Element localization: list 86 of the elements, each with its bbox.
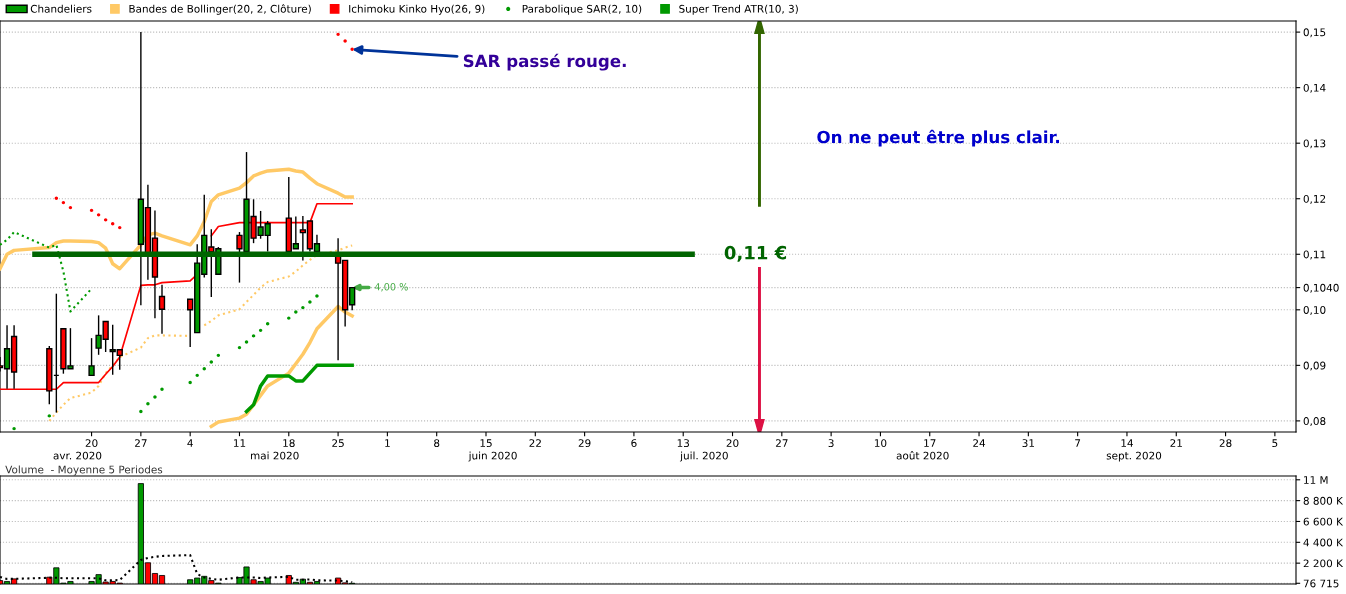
x-tick-label: 31	[1022, 439, 1035, 448]
point	[336, 32, 340, 37]
legend-label: Ichimoku Kinko Hyo(26, 9)	[349, 4, 485, 15]
point	[146, 401, 150, 406]
x-tick-label: 18	[283, 439, 295, 448]
point	[61, 200, 66, 205]
y-tick-label: 11 M	[1304, 476, 1328, 484]
y-tick-label: 4 400 K	[1303, 538, 1344, 547]
annotation: 4,00 %	[374, 283, 408, 292]
x-tick-label: 8	[434, 439, 440, 448]
point	[301, 305, 305, 310]
x-tick-label: 27	[135, 439, 147, 447]
y-tick-label: 0,10	[1303, 306, 1326, 315]
point	[265, 321, 270, 326]
x-tick-label: 25	[332, 439, 344, 448]
x-tick-label: 17	[924, 439, 936, 447]
point	[153, 395, 157, 399]
point	[68, 205, 73, 210]
x-tick-label: 15	[480, 439, 492, 448]
point	[89, 208, 94, 213]
x2-tick-label: juin 2020	[468, 451, 517, 462]
point	[188, 380, 192, 385]
x-tick-label: 1	[385, 439, 390, 447]
x-tick-label: 3	[828, 439, 834, 448]
y-tick-label: 8 800 K	[1303, 496, 1344, 505]
x-tick-label: 20	[726, 439, 739, 448]
y-tick-label: 0,08	[1303, 417, 1326, 427]
point	[139, 409, 143, 414]
x2-tick-label: mai 2020	[251, 451, 299, 460]
point	[287, 316, 291, 320]
point	[12, 426, 16, 431]
point	[258, 328, 263, 333]
point	[118, 225, 122, 230]
point	[308, 300, 312, 304]
y-tick-label: 2 200 K	[1303, 559, 1344, 568]
y-tick-label: 0,13	[1303, 139, 1326, 149]
x-tick-label: 13	[677, 439, 690, 448]
y-tick-label: 0,09	[1303, 361, 1326, 371]
x-tick-label: 28	[1219, 439, 1232, 448]
legend-label: Parabolique SAR(2, 10)	[522, 4, 642, 15]
x2-tick-label: juil. 2020	[679, 451, 728, 462]
x-tick-label: 22	[529, 439, 541, 447]
y-tick-label: 0,14	[1303, 83, 1326, 93]
point	[54, 196, 59, 200]
y-tick-label: 0,12	[1303, 194, 1326, 204]
x-tick-label: 29	[578, 439, 591, 448]
point	[315, 294, 319, 298]
point	[96, 213, 101, 217]
x-tick-label: 4	[187, 439, 193, 447]
line-series	[0, 231, 93, 313]
y-tick-label: 0,11	[1303, 250, 1326, 260]
annotation: On ne peut être plus clair.	[817, 129, 1060, 147]
x-tick-label: 6	[631, 439, 637, 448]
legend-label: Bandes de Bollinger(20, 2, Clôture)	[129, 4, 311, 15]
y-tick-label: 6 600 K	[1303, 517, 1344, 526]
x-tick-label: 27	[775, 439, 788, 447]
ref-line-label: 0,11 €	[724, 245, 787, 262]
y-tick-label: 0,1040	[1303, 283, 1339, 293]
x-tick-label: 10	[874, 439, 887, 448]
annotation: SAR passé rouge.	[463, 53, 626, 71]
x-tick-label: 11	[233, 439, 246, 447]
x2-tick-label: août 2020	[896, 451, 949, 460]
point	[103, 218, 108, 222]
x2-tick-label: sept. 2020	[1106, 451, 1162, 462]
y-tick-label: 76 715	[1303, 579, 1339, 588]
point	[216, 353, 221, 358]
legend-label: Chandeliers	[30, 4, 92, 13]
legend-label: Super Trend ATR(10, 3)	[679, 4, 798, 15]
chart-title: Volume - Moyenne 5 Periodes	[5, 465, 163, 476]
x-tick-label: 7	[1075, 439, 1081, 447]
y-tick-label: 0,15	[1303, 28, 1326, 38]
line-series	[0, 167, 354, 271]
candlestick	[158, 284, 166, 335]
point	[47, 414, 52, 418]
point	[294, 310, 298, 314]
candlestick	[88, 337, 95, 377]
x2-tick-label: avr. 2020	[53, 451, 102, 460]
x-tick-label: 14	[1121, 439, 1133, 447]
x-tick-label: 21	[1170, 439, 1182, 447]
x-tick-label: 5	[1272, 439, 1278, 448]
point	[343, 39, 347, 43]
line-series	[244, 363, 354, 414]
x-tick-label: 24	[973, 439, 986, 447]
x-tick-label: 20	[85, 439, 98, 448]
point	[237, 345, 242, 350]
point	[160, 387, 164, 391]
